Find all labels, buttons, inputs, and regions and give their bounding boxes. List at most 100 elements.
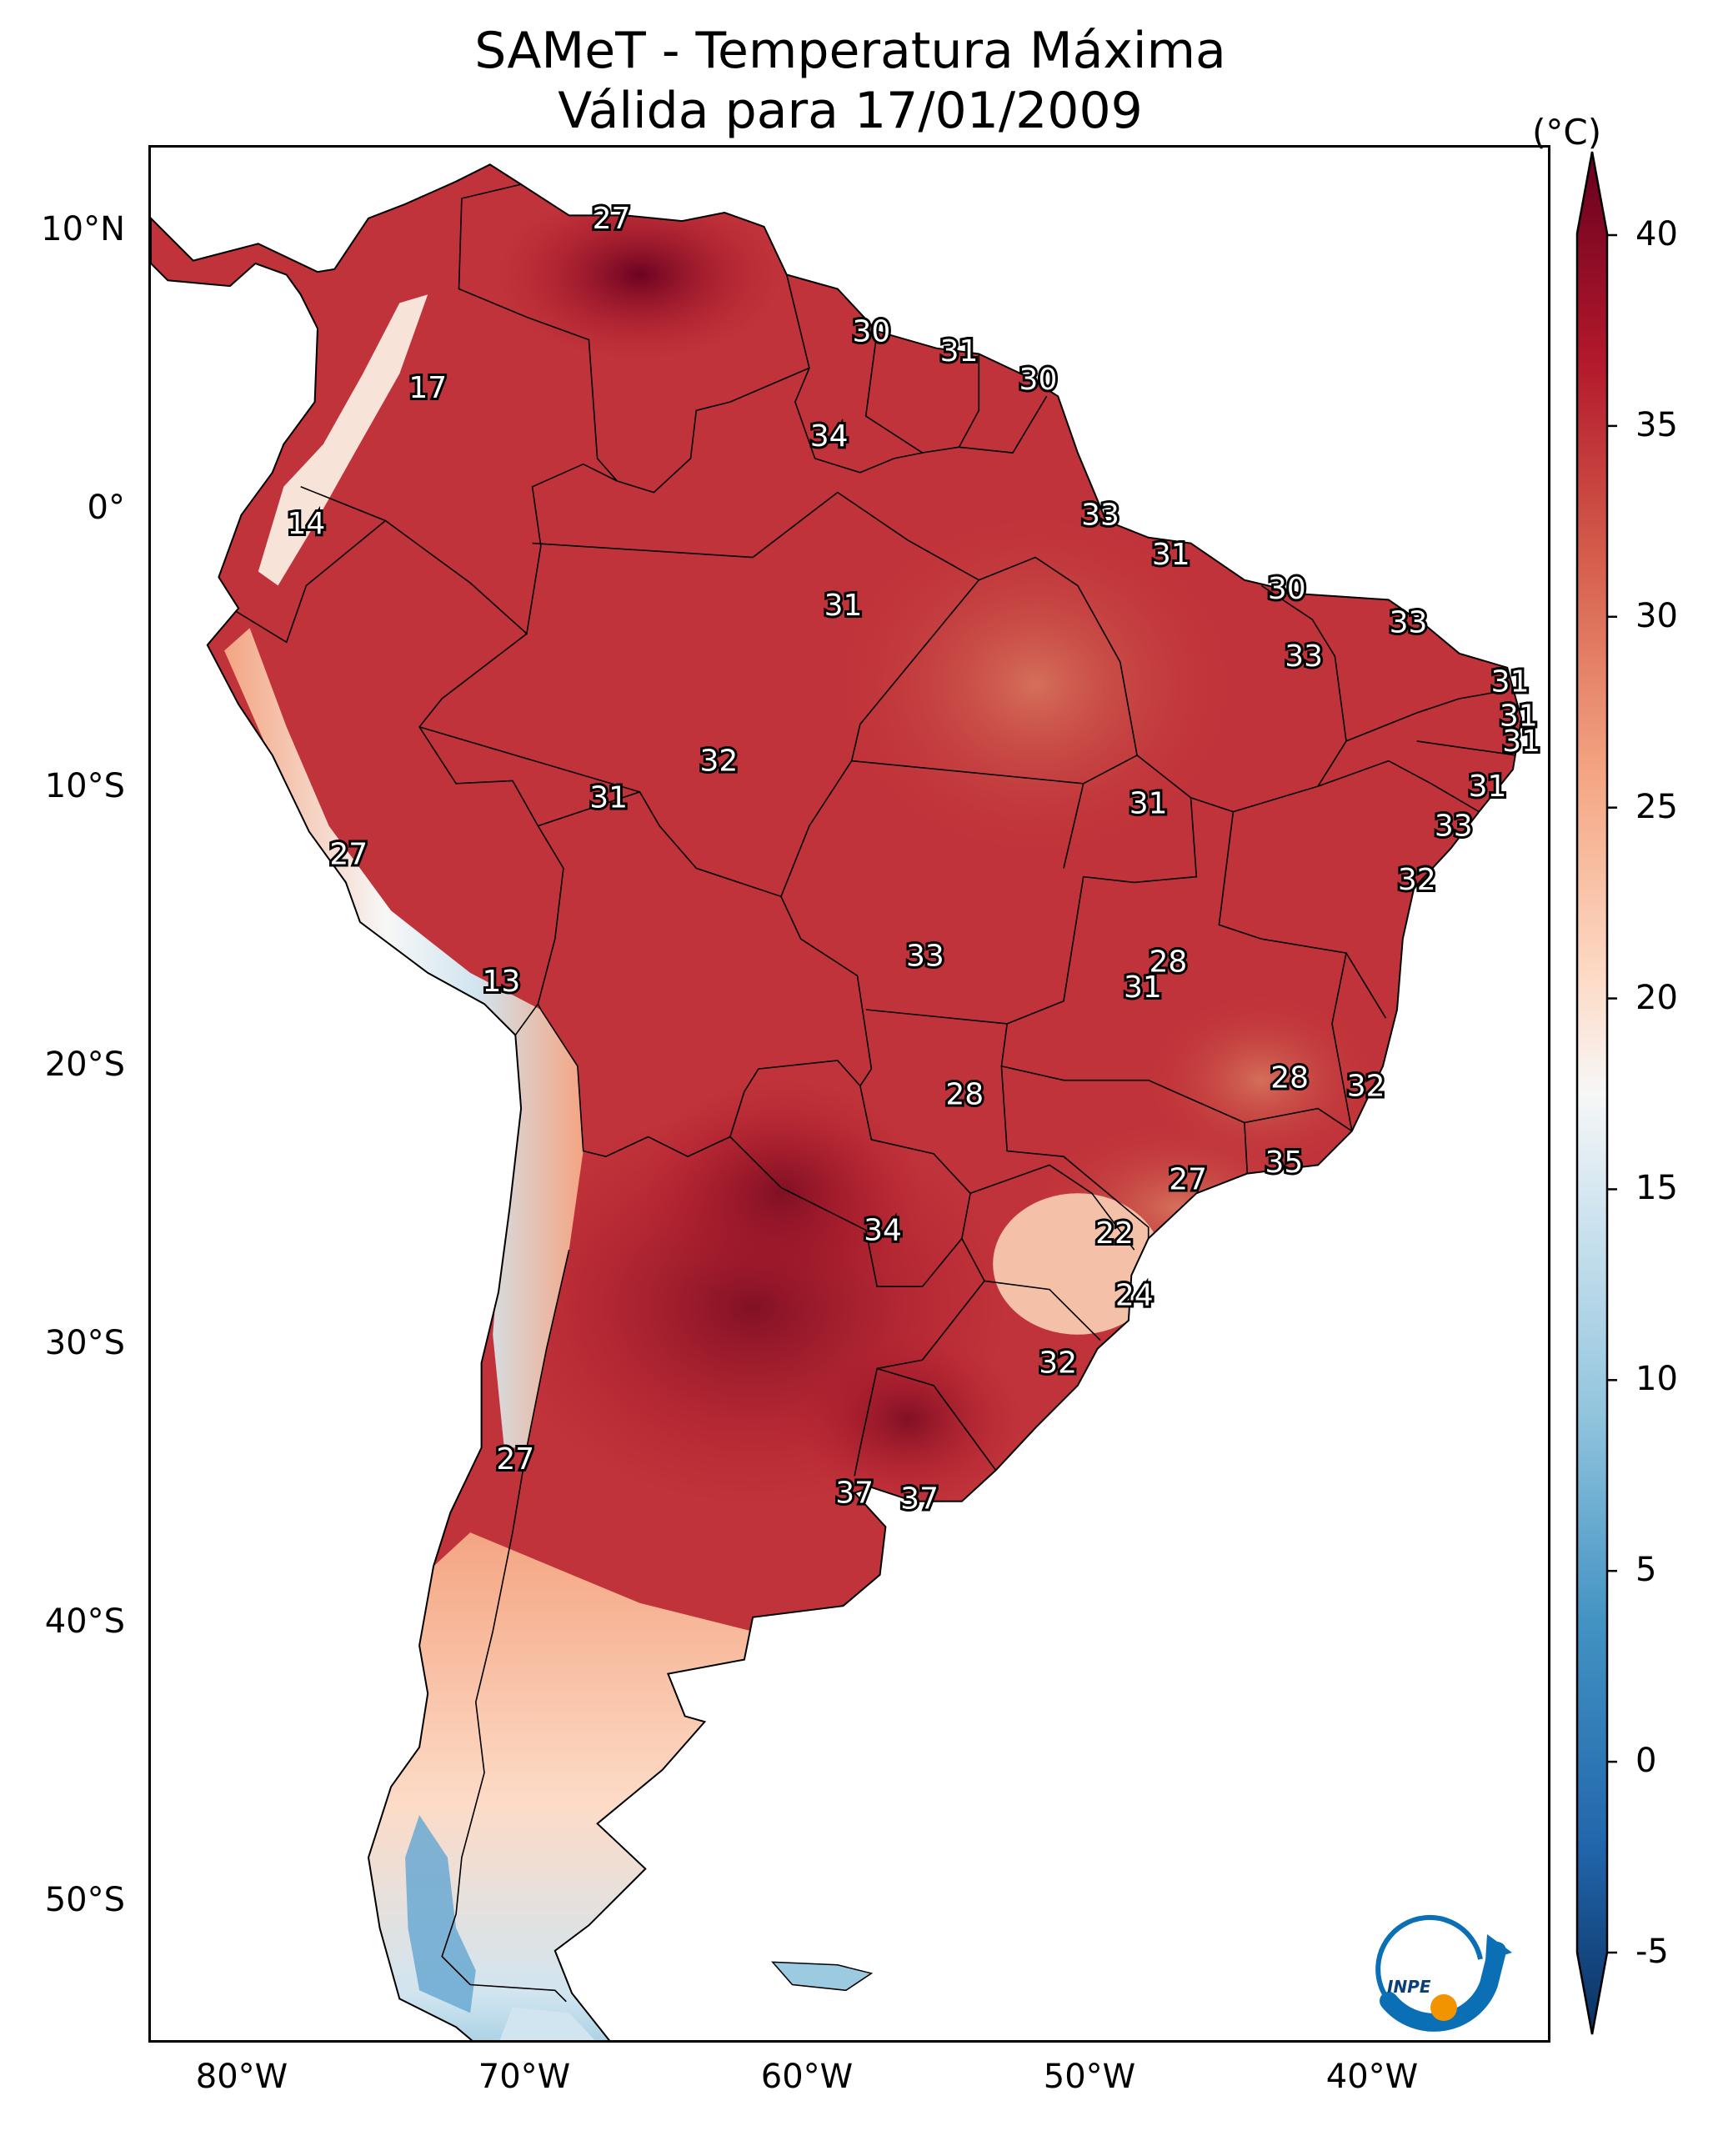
- border-line: [876, 1367, 997, 1471]
- mild-minas: [1148, 995, 1375, 1166]
- hotspot-uruguay: [794, 1334, 1022, 1505]
- border-line: [441, 1249, 570, 2003]
- station-label: 31: [1129, 786, 1168, 820]
- station-label: 28: [945, 1078, 984, 1112]
- colorbar-tick-label: 35: [1635, 405, 1678, 444]
- lon-label-70w: 70°W: [478, 2058, 571, 2096]
- station-label: 28: [1270, 1060, 1309, 1095]
- lon-label-60w: 60°W: [760, 2058, 854, 2096]
- ice-field: [405, 1815, 476, 2013]
- colorbar-tick-label: -5: [1635, 1933, 1669, 1971]
- station-label: 30: [853, 314, 891, 348]
- station-label: 22: [1095, 1216, 1134, 1251]
- border-line: [1000, 1065, 1150, 1239]
- mild-parana: [993, 1193, 1163, 1335]
- colorbar-tick-label: 10: [1635, 1360, 1678, 1399]
- station-label: 32: [1398, 863, 1436, 897]
- station-label: 17: [408, 371, 447, 405]
- border-line: [235, 519, 386, 644]
- colorbar-tick-label: 5: [1635, 1551, 1657, 1590]
- station-label: 31: [1124, 970, 1162, 1005]
- station-label: 33: [906, 940, 944, 974]
- border-line: [984, 1280, 1101, 1341]
- colorbar-tick-label: 40: [1635, 215, 1678, 253]
- border-line: [514, 1003, 539, 1035]
- andes-north-cool: [258, 294, 428, 586]
- station-label: 31: [1491, 665, 1530, 699]
- station-label: 14: [288, 507, 326, 541]
- station-label: 32: [1039, 1346, 1077, 1381]
- lon-label-80w: 80°W: [195, 2058, 288, 2096]
- border-line: [418, 633, 564, 1010]
- falkland-islands: [771, 1961, 874, 1992]
- colorbar-bar: [1575, 151, 1609, 2035]
- station-label: 30: [1019, 363, 1058, 397]
- map-panel: 27 30 31 30 17 34 33 14 31 30 31 33 33 31 31 31 32 31 31 31…: [148, 145, 1550, 2043]
- colorbar-tick-label: 25: [1635, 787, 1678, 826]
- map-title-line2: Válida para 17/01/2009: [558, 82, 1143, 140]
- lat-label-10s: 10°S: [44, 767, 125, 805]
- border-line: [729, 1086, 971, 1287]
- lat-label-10n: 10°N: [41, 210, 125, 248]
- station-label: 37: [835, 1477, 874, 1511]
- lon-label-50w: 50°W: [1043, 2058, 1136, 2096]
- station-label: 35: [1265, 1146, 1303, 1180]
- patagonia-field: [368, 1532, 754, 2040]
- hotspot-paraguay: [639, 1080, 923, 1306]
- station-label: 31: [1500, 699, 1538, 733]
- station-label: 27: [329, 838, 368, 872]
- station-label: 32: [699, 745, 738, 779]
- border-line: [854, 1238, 985, 1477]
- colorbar-tick-label: 30: [1635, 596, 1678, 635]
- border-line: [540, 1009, 861, 1158]
- station-label: 31: [824, 589, 863, 623]
- border-line: [532, 491, 980, 761]
- coastline: [151, 163, 1523, 2040]
- map-title-line1: SAMeT - Temperatura Máxima: [474, 22, 1226, 80]
- border-line: [1244, 1122, 1249, 1174]
- logo-text: INPE: [1387, 1977, 1431, 1997]
- station-label: 37: [900, 1482, 939, 1516]
- colorbar-unit: (°C): [1532, 112, 1602, 153]
- station-label: 31: [1152, 538, 1190, 572]
- border-line: [979, 556, 1138, 785]
- station-label: 33: [1435, 810, 1473, 844]
- station-label: 34: [810, 419, 849, 454]
- lat-label-40s: 40°S: [44, 1602, 125, 1641]
- lat-label-20s: 20°S: [44, 1045, 125, 1084]
- station-label: 28: [1149, 945, 1187, 979]
- border-line: [864, 331, 980, 454]
- lon-label-40w: 40°W: [1325, 2058, 1419, 2096]
- colorbar-tick-label: 15: [1635, 1169, 1678, 1208]
- border-line: [300, 463, 618, 635]
- station-label: 27: [1169, 1162, 1207, 1196]
- border-line: [458, 183, 619, 482]
- station-label: 27: [593, 202, 631, 236]
- border-line: [1218, 811, 1387, 1019]
- lat-label-0: 0°: [87, 489, 125, 527]
- colorbar-tick-label: 20: [1635, 978, 1678, 1017]
- border-line: [418, 726, 640, 793]
- border-line: [1416, 740, 1516, 756]
- lat-label-50s: 50°S: [44, 1881, 125, 1919]
- station-label: 33: [1081, 499, 1119, 533]
- station-label: 27: [496, 1442, 534, 1477]
- hotspot-venezuela: [498, 189, 781, 360]
- station-label: 31: [1502, 725, 1540, 759]
- station-label: 33: [1390, 606, 1428, 640]
- border-line: [1317, 760, 1480, 813]
- tierra-del-fuego: [493, 2007, 618, 2040]
- station-label: 32: [1347, 1069, 1385, 1103]
- border-line: [1331, 952, 1353, 1131]
- station-label: 31: [940, 334, 979, 369]
- border-line: [1345, 689, 1508, 742]
- border-line: [538, 790, 873, 1086]
- border-line: [969, 1164, 1135, 1251]
- andes-central-cool: [224, 628, 584, 1448]
- colorbar-tick-marks: [1607, 233, 1617, 1954]
- station-label: 31: [589, 781, 628, 815]
- station-label: 33: [1285, 639, 1323, 674]
- station-label: 30: [1268, 572, 1306, 606]
